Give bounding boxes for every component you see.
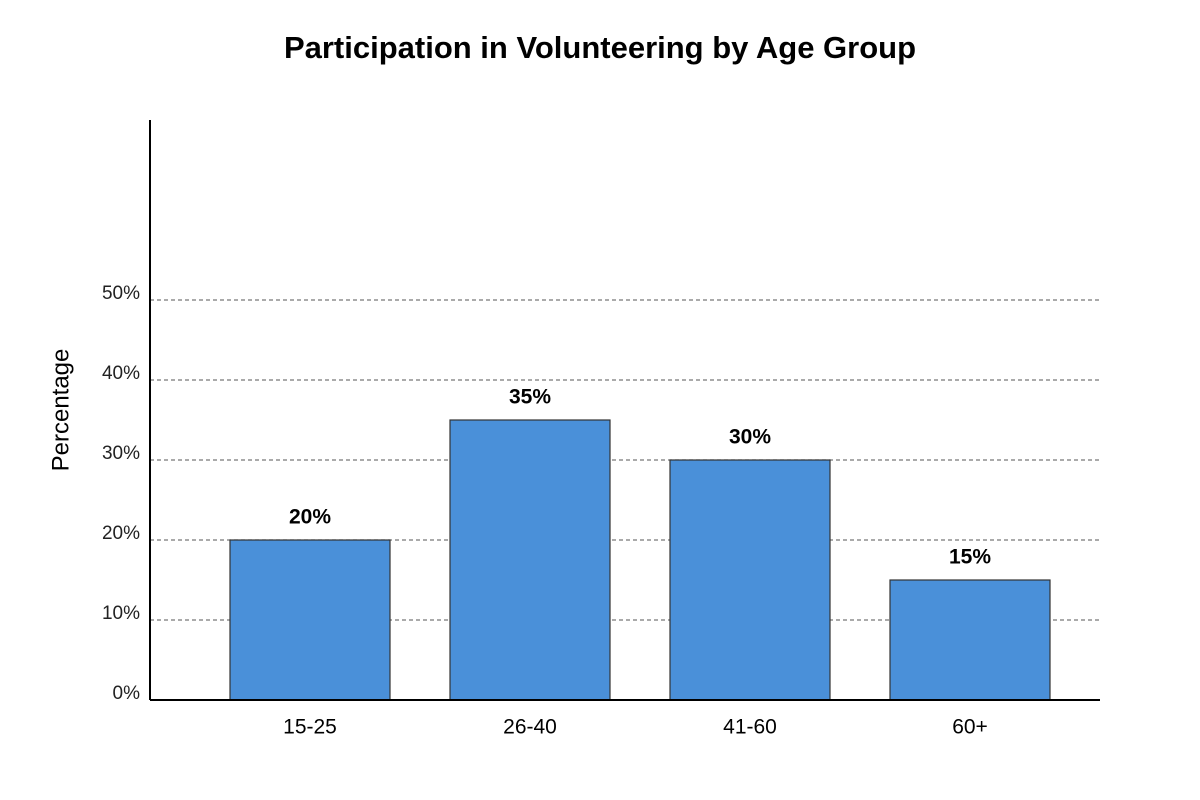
y-tick-label: 20%	[102, 523, 140, 544]
x-tick-label: 60+	[952, 716, 988, 739]
chart-title: Participation in Volunteering by Age Gro…	[284, 30, 916, 65]
data-label: 35%	[509, 386, 551, 409]
y-tick-label: 30%	[102, 443, 140, 464]
y-axis-label: Percentage	[47, 349, 74, 472]
bar	[889, 579, 1051, 701]
y-tick-label: 10%	[102, 603, 140, 624]
x-tick-label: 26-40	[503, 716, 557, 739]
data-label: 15%	[949, 546, 991, 569]
bar	[449, 419, 611, 701]
y-tick-label: 50%	[102, 283, 140, 304]
bar	[229, 539, 391, 701]
data-label: 30%	[729, 426, 771, 449]
x-tick-label: 15-25	[283, 716, 337, 739]
data-label: 20%	[289, 506, 331, 529]
bar	[669, 459, 831, 701]
x-tick-label: 41-60	[723, 716, 777, 739]
y-tick-label: 0%	[113, 683, 141, 704]
y-tick-label: 40%	[102, 363, 140, 384]
